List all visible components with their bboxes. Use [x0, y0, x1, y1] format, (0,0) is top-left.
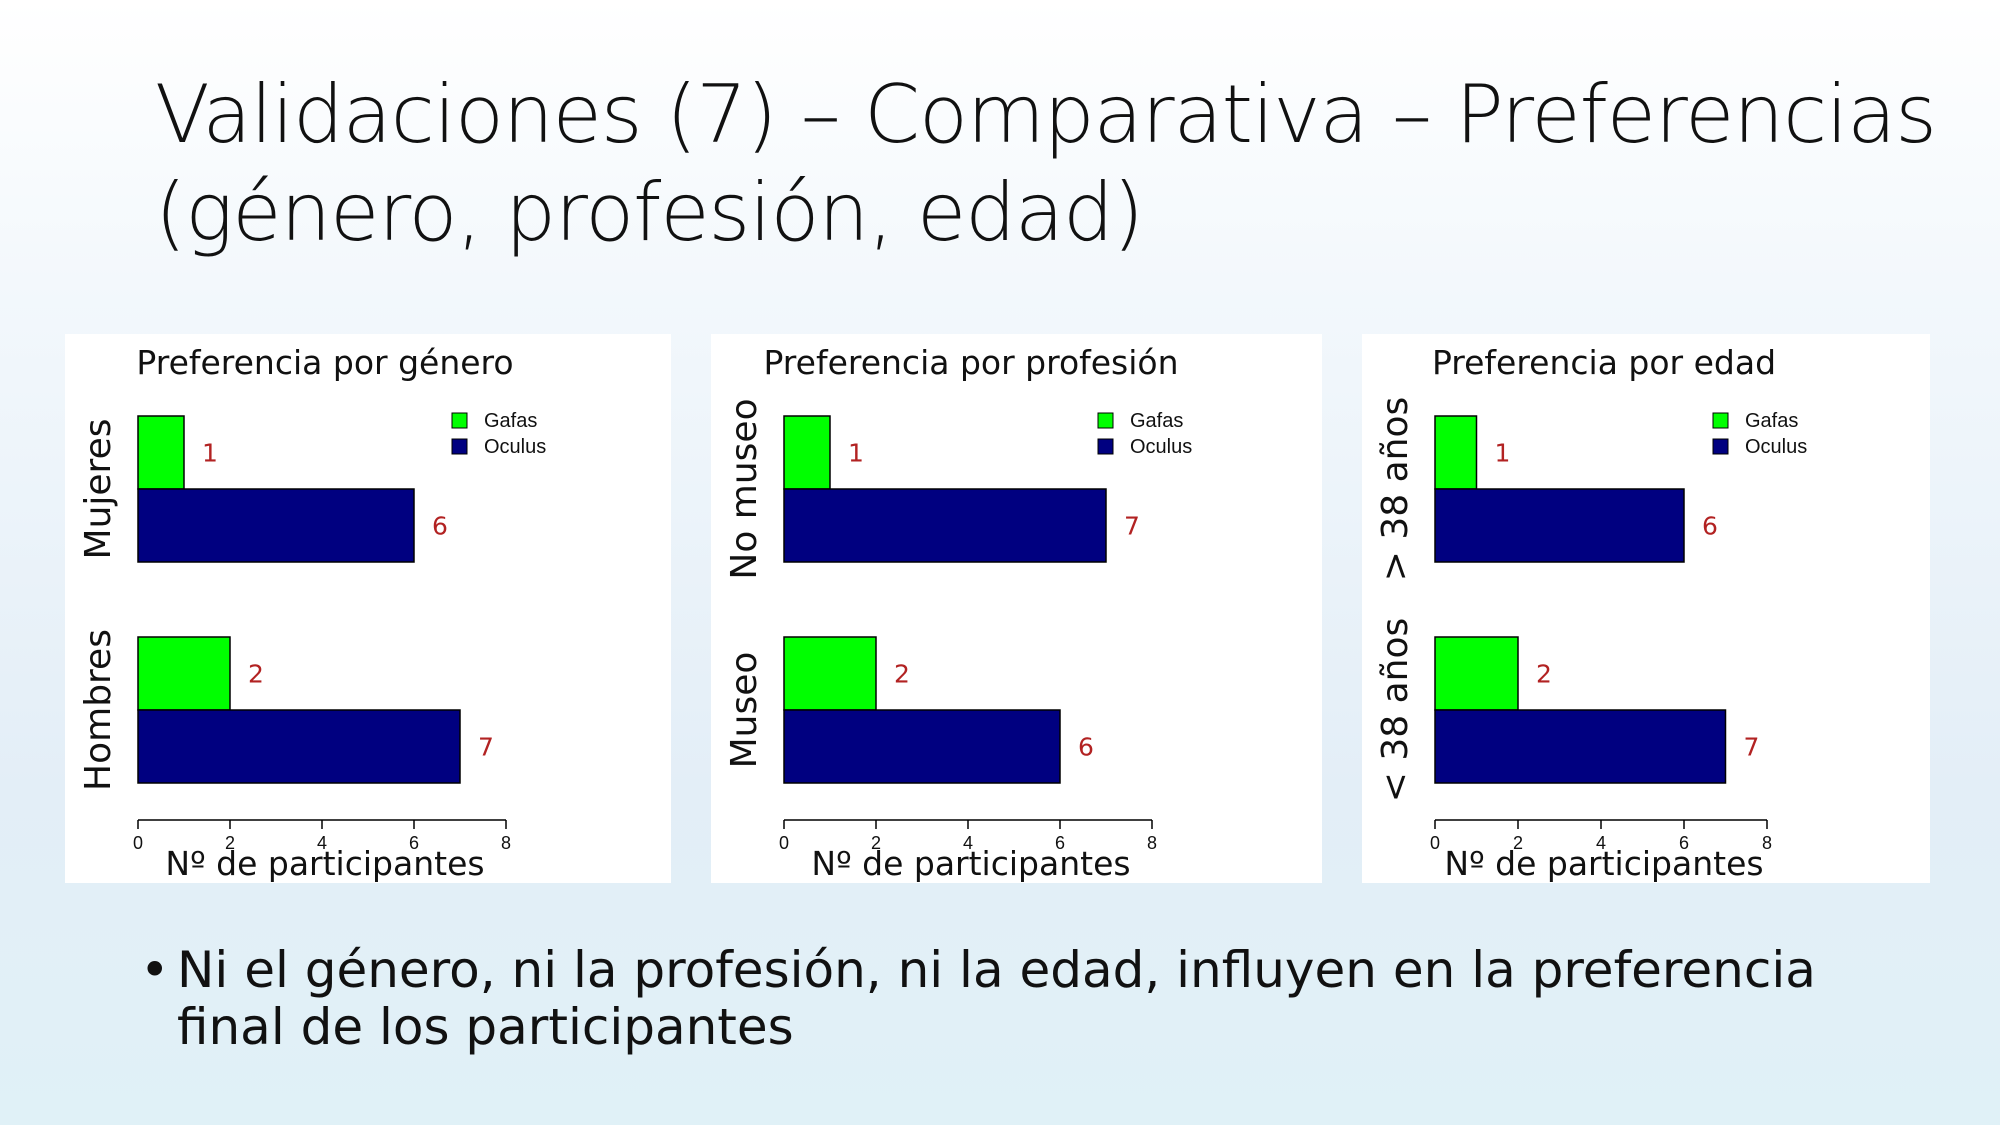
- category-label-museo: Museo: [724, 652, 765, 769]
- bar-mujeres-oculus: [137, 488, 415, 563]
- value-label-mujeres-gafas: 1: [202, 439, 218, 468]
- legend-label-gafas: Gafas: [1130, 410, 1183, 432]
- x-tick-label-4: 4: [317, 833, 327, 853]
- bar-no-museo-oculus: [783, 488, 1107, 563]
- value-label-museo-oculus: 6: [1078, 733, 1094, 762]
- legend-label-oculus: Oculus: [484, 436, 546, 458]
- bar-38-anos-oculus: [1434, 488, 1685, 563]
- bar-chart: Preferencia por género 1 6 Mujeres 2 7 Hombres…: [78, 343, 546, 883]
- legend-swatch-gafas: [451, 412, 468, 429]
- value-label-38-anos-gafas: 2: [1536, 660, 1552, 689]
- category-label-hombres: Hombres: [78, 629, 119, 791]
- slide-title-line-1: Validaciones (7) – Comparativa – Prefere…: [155, 68, 1937, 161]
- x-axis-label: Nº de participantes: [1444, 844, 1763, 883]
- chart-panel-edad: Preferencia por edad 1 6 > 38 años 2 7 < 38 añ…: [1362, 334, 1930, 883]
- category-label-38-anos: < 38 años: [1375, 618, 1416, 803]
- legend-label-gafas: Gafas: [1745, 410, 1798, 432]
- x-tick-label-4: 4: [963, 833, 973, 853]
- x-tick-label-2: 2: [225, 833, 235, 853]
- bar-no-museo-gafas: [783, 415, 831, 490]
- value-label-38-anos-gafas: 1: [1495, 439, 1511, 468]
- bar-38-anos-gafas: [1434, 415, 1478, 490]
- chart-title: Preferencia por profesión: [763, 343, 1178, 382]
- x-tick-label-6: 6: [1055, 833, 1065, 853]
- value-label-hombres-gafas: 2: [248, 660, 264, 689]
- legend-swatch-gafas: [1097, 412, 1114, 429]
- bar-chart: Preferencia por edad 1 6 > 38 años 2 7 < 38 añ…: [1375, 343, 1807, 883]
- x-axis-label: Nº de participantes: [165, 844, 484, 883]
- bar-38-anos-gafas: [1434, 636, 1519, 711]
- x-axis-label: Nº de participantes: [811, 844, 1130, 883]
- x-tick-label-6: 6: [1679, 833, 1689, 853]
- x-tick-label-0: 0: [779, 833, 789, 853]
- x-tick-label-8: 8: [1762, 833, 1772, 853]
- bar-38-anos-oculus: [1434, 709, 1727, 784]
- value-label-38-anos-oculus: 6: [1702, 512, 1718, 541]
- slide-title: Validaciones (7) – Comparativa – Prefere…: [155, 66, 1937, 262]
- bar-hombres-gafas: [137, 636, 231, 711]
- slide-title-line-2: (género, profesión, edad): [155, 166, 1144, 259]
- x-tick-label-0: 0: [1430, 833, 1440, 853]
- category-label-no-museo: No museo: [724, 398, 765, 579]
- value-label-mujeres-oculus: 6: [432, 512, 448, 541]
- legend-swatch-oculus: [1712, 438, 1729, 455]
- value-label-no-museo-oculus: 7: [1124, 512, 1140, 541]
- category-label-38-anos: > 38 años: [1375, 397, 1416, 582]
- bullet-marker: •: [140, 941, 170, 999]
- x-tick-label-8: 8: [1147, 833, 1157, 853]
- chart-panel-profesion: Preferencia por profesión 1 7 No museo 2 6 Mus…: [711, 334, 1322, 883]
- value-label-hombres-oculus: 7: [478, 733, 494, 762]
- x-tick-label-8: 8: [501, 833, 511, 853]
- value-label-no-museo-gafas: 1: [848, 439, 864, 468]
- bar-hombres-oculus: [137, 709, 461, 784]
- bar-museo-oculus: [783, 709, 1061, 784]
- x-tick-label-2: 2: [1513, 833, 1523, 853]
- legend-swatch-gafas: [1712, 412, 1729, 429]
- legend-swatch-oculus: [451, 438, 468, 455]
- legend-label-gafas: Gafas: [484, 410, 537, 432]
- bullet-text: Ni el género, ni la profesión, ni la eda…: [177, 941, 1816, 1056]
- legend-label-oculus: Oculus: [1130, 436, 1192, 458]
- bar-chart: Preferencia por profesión 1 7 No museo 2 6 Mus…: [724, 343, 1192, 883]
- x-tick-label-2: 2: [871, 833, 881, 853]
- chart-title: Preferencia por edad: [1432, 343, 1776, 382]
- bar-museo-gafas: [783, 636, 877, 711]
- category-label-mujeres: Mujeres: [78, 419, 119, 560]
- x-tick-label-0: 0: [133, 833, 143, 853]
- legend-label-oculus: Oculus: [1745, 436, 1807, 458]
- legend-swatch-oculus: [1097, 438, 1114, 455]
- chart-panel-genero: Preferencia por género 1 6 Mujeres 2 7 Hombres…: [65, 334, 671, 883]
- x-tick-label-4: 4: [1596, 833, 1606, 853]
- chart-title: Preferencia por género: [136, 343, 513, 382]
- bar-mujeres-gafas: [137, 415, 185, 490]
- value-label-museo-gafas: 2: [894, 660, 910, 689]
- value-label-38-anos-oculus: 7: [1744, 733, 1760, 762]
- x-tick-label-6: 6: [409, 833, 419, 853]
